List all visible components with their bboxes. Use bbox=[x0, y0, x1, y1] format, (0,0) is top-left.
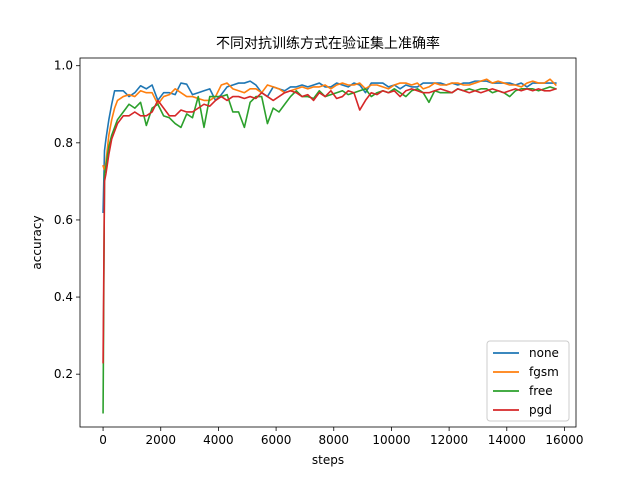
x-tick-label: 6000 bbox=[261, 433, 292, 447]
x-tick-label: 2000 bbox=[145, 433, 176, 447]
x-tick-label: 14000 bbox=[488, 433, 526, 447]
y-tick-label: 0.6 bbox=[54, 213, 73, 227]
y-tick-label: 0.2 bbox=[54, 367, 73, 381]
x-tick-label: 10000 bbox=[372, 433, 410, 447]
x-tick-label: 4000 bbox=[203, 433, 234, 447]
x-tick-label: 0 bbox=[99, 433, 107, 447]
series-layer bbox=[102, 78, 557, 414]
plot-frame bbox=[79, 57, 577, 428]
series-line-free bbox=[102, 86, 557, 414]
legend-label-fgsm: fgsm bbox=[529, 365, 559, 379]
y-axis: 0.2 0.4 0.6 0.8 1.0 bbox=[54, 59, 80, 381]
y-tick-label: 0.4 bbox=[54, 290, 73, 304]
y-tick-label: 0.8 bbox=[54, 136, 73, 150]
y-tick-label: 1.0 bbox=[54, 59, 73, 73]
series-line-pgd bbox=[102, 87, 557, 364]
y-axis-label: accuracy bbox=[30, 215, 44, 269]
series-line-none bbox=[102, 80, 557, 214]
x-axis: 0 2000 4000 6000 8000 10000 12000 14000 16000 bbox=[99, 427, 584, 447]
chart-title: 不同对抗训练方式在验证集上准确率 bbox=[216, 35, 440, 52]
x-tick-label: 12000 bbox=[430, 433, 468, 447]
legend-label-none: none bbox=[529, 346, 559, 360]
x-tick-label: 8000 bbox=[318, 433, 349, 447]
legend-label-free: free bbox=[529, 384, 553, 398]
legend: none fgsm free pgd bbox=[486, 340, 570, 422]
legend-box bbox=[486, 340, 570, 422]
x-tick-label: 16000 bbox=[545, 433, 583, 447]
series-line-fgsm bbox=[102, 78, 557, 171]
x-axis-label: steps bbox=[312, 453, 344, 467]
legend-label-pgd: pgd bbox=[529, 403, 552, 417]
